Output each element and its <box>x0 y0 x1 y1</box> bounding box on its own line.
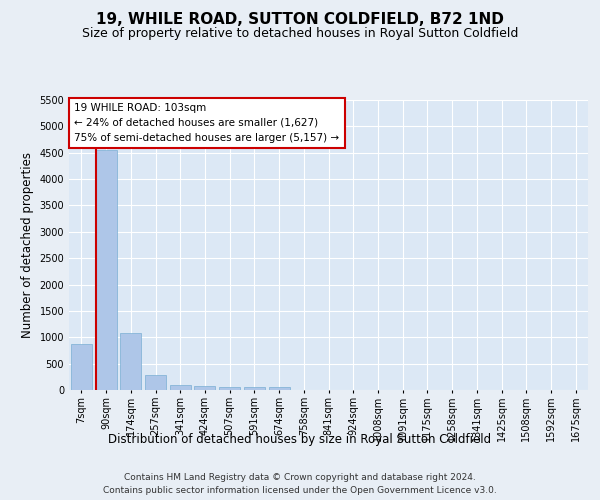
Text: Contains HM Land Registry data © Crown copyright and database right 2024.: Contains HM Land Registry data © Crown c… <box>124 472 476 482</box>
Bar <box>219 386 240 390</box>
Bar <box>120 334 141 390</box>
Text: Size of property relative to detached houses in Royal Sutton Coldfield: Size of property relative to detached ho… <box>82 28 518 40</box>
Y-axis label: Number of detached properties: Number of detached properties <box>21 152 34 338</box>
Bar <box>95 150 116 390</box>
Text: Contains public sector information licensed under the Open Government Licence v3: Contains public sector information licen… <box>103 486 497 495</box>
Bar <box>244 386 265 390</box>
Text: 19 WHILE ROAD: 103sqm
← 24% of detached houses are smaller (1,627)
75% of semi-d: 19 WHILE ROAD: 103sqm ← 24% of detached … <box>74 103 340 142</box>
Bar <box>145 375 166 390</box>
Bar <box>71 344 92 390</box>
Bar <box>194 386 215 390</box>
Text: 19, WHILE ROAD, SUTTON COLDFIELD, B72 1ND: 19, WHILE ROAD, SUTTON COLDFIELD, B72 1N… <box>96 12 504 28</box>
Bar <box>269 388 290 390</box>
Text: Distribution of detached houses by size in Royal Sutton Coldfield: Distribution of detached houses by size … <box>109 432 491 446</box>
Bar <box>170 384 191 390</box>
